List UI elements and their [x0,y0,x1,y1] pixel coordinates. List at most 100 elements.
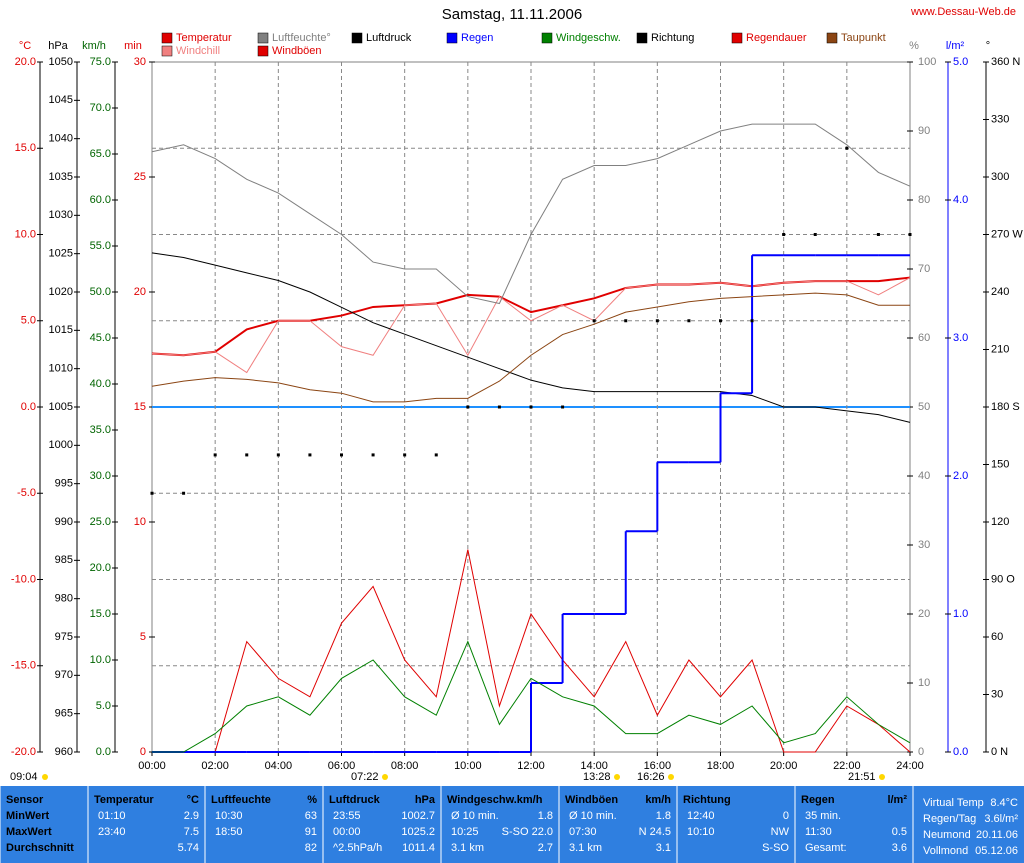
y-tick-label: 10.0 [15,228,36,240]
y-tick-label: 20 [134,286,146,298]
direction-dot [466,405,470,409]
table-cell: Ø 10 min. [451,810,499,822]
y-tick-label: 2.0 [953,470,968,482]
table-header: Regen [801,794,835,806]
x-tick-label: 08:00 [391,760,419,772]
table-header-unit: hPa [415,794,436,806]
y-tick-label: 75.0 [90,56,111,68]
table-cell: Vollmond [923,845,968,857]
table-cell: 1011.4 [402,842,435,854]
y-tick-label: 35.0 [90,424,111,436]
y-tick-label: 10.0 [90,654,111,666]
legend-label: Windgeschw. [556,32,621,44]
table-header: Windböen [565,794,618,806]
direction-dot [624,319,628,323]
y-tick-label: 30 [991,688,1003,700]
y-tick-label: 1030 [49,209,73,221]
y-tick-label: 4.0 [953,194,968,206]
y-tick-label: 240 [991,286,1009,298]
y-tick-label: 45.0 [90,332,111,344]
y-tick-label: 980 [55,593,73,605]
y-tick-label: 0 [918,746,924,758]
site-link[interactable]: www.Dessau-Web.de [910,6,1016,18]
y-tick-label: 15.0 [15,142,36,154]
y-tick-label: 1045 [49,94,73,106]
y-tick-label: 1015 [49,324,73,336]
x-tick-label: 24:00 [896,760,924,772]
table-background [0,786,1024,863]
y-tick-label: 90 [918,125,930,137]
table-cell: 07:30 [569,826,597,838]
series-line [151,123,911,305]
direction-dot [561,405,565,409]
y-tick-label: 15 [134,401,146,413]
table-cell: 10:10 [687,826,715,838]
direction-dot [340,453,343,457]
y-tick-label: 30.0 [90,470,111,482]
series-line [151,277,911,374]
y-tick-label: 20.0 [15,56,36,68]
table-cell: Gesamt: [805,842,847,854]
y-tick-label: 5.0 [953,56,968,68]
table-cell: 05.12.06 [975,845,1018,857]
table-row-label: MinWert [6,810,50,822]
table-cell: 1025.2 [401,826,435,838]
direction-dot [719,319,722,323]
x-tick-label: 06:00 [328,760,356,772]
y-tick-label: 25 [134,171,146,183]
chart-title: Samstag, 11.11.2006 [442,6,582,23]
direction-dot [150,491,154,495]
y-tick-label: 360 N [991,56,1020,68]
y-tick-label: 100 [918,56,936,68]
y-tick-label: 50 [918,401,930,413]
table-cell: 8.4°C [990,797,1018,809]
y-tick-label: 60.0 [90,194,111,206]
table-cell: 10:25 [451,826,479,838]
y-tick-label: 1035 [49,171,73,183]
table-cell: 18:50 [215,826,243,838]
sun-time: 21:51 [848,771,876,783]
table-cell: 3.1 km [569,842,602,854]
y-tick-label: 0.0 [96,746,111,758]
direction-dot [213,453,217,457]
sun-icon [668,774,674,780]
table-header: Temperatur [94,794,154,806]
table-cell: 3.6l/m² [984,813,1018,825]
series-line [151,292,910,403]
y-tick-label: 975 [55,631,73,643]
direction-dot [687,319,691,323]
table-row-label: Durchschnitt [6,842,74,854]
table-cell: 3.1 km [451,842,484,854]
direction-dot [908,233,912,236]
legend-label: Regen [461,32,493,44]
series-line [151,252,911,423]
y-tick-label: -5.0 [17,487,36,499]
direction-dot [182,491,186,495]
y-tick-label: 1050 [49,56,73,68]
legend-label: Taupunkt [841,32,886,44]
stats-table: Sensor MinWert MaxWert Durchschnitt Temperat… [0,786,1024,863]
table-cell: 20.11.06 [976,829,1018,841]
legend-label: Richtung [651,32,694,44]
table-cell: S-SO 22.0 [502,826,553,838]
y-tick-label: 270 W [991,228,1023,240]
table-cell: ^2.5hPa/h [333,842,382,854]
direction-dot [655,319,659,323]
y-tick-label: 0 [140,746,146,758]
table-cell: 1002.7 [401,810,435,822]
y-tick-label: 70.0 [90,102,111,114]
table-row-label: MaxWert [6,826,52,838]
legend-swatch [541,32,553,44]
legend-swatch [257,45,269,57]
direction-dot [750,319,754,323]
y-tick-label: 1000 [49,439,73,451]
axis-unit: % [909,40,919,52]
table-cell: S-SO [762,842,789,854]
table-header-unit: l/m² [887,794,907,806]
sun-icon [879,774,885,780]
axis-unit: hPa [48,40,68,52]
y-tick-label: 120 [991,516,1009,528]
y-tick-label: 60 [918,332,930,344]
y-tick-label: 5.0 [96,700,111,712]
table-cell: Virtual Temp [923,797,984,809]
